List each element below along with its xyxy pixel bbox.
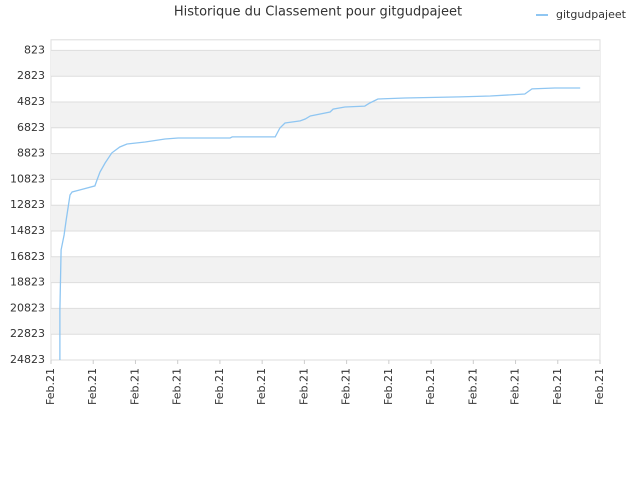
x-tick-label: Feb.21 — [551, 368, 564, 405]
y-tick-label: 6823 — [17, 121, 45, 134]
y-tick-label: 2823 — [17, 69, 45, 82]
y-tick-label: 24823 — [10, 353, 45, 366]
legend-label: gitgudpajeet — [556, 8, 627, 21]
y-tick-label: 20823 — [10, 301, 45, 314]
y-tick-label: 16823 — [10, 250, 45, 263]
data-line — [59, 87, 581, 360]
grid-band — [51, 153, 600, 180]
x-tick-label: Feb.21 — [509, 368, 522, 405]
x-tick-label: Feb.21 — [213, 368, 226, 405]
plot-background — [50, 39, 601, 361]
x-tick-label: Feb.21 — [128, 368, 141, 405]
x-tick-label: Feb.21 — [466, 368, 479, 405]
grid-band — [51, 256, 600, 283]
x-tick-label: Feb.21 — [340, 368, 353, 405]
y-tick-label: 4823 — [17, 95, 45, 108]
x-tick-label: Feb.21 — [593, 368, 606, 405]
y-tick-label: 22823 — [10, 327, 45, 340]
x-tick-label: Feb.21 — [424, 368, 437, 405]
x-tick-label: Feb.21 — [255, 368, 268, 405]
x-tick-label: Feb.21 — [171, 368, 184, 405]
grid-band — [51, 205, 600, 232]
x-tick-label: Feb.21 — [382, 368, 395, 405]
y-tick-label: 8823 — [17, 147, 45, 160]
grid-band — [51, 102, 600, 128]
x-tick-label: Feb.21 — [86, 368, 99, 405]
y-tick-label: 14823 — [10, 224, 45, 237]
grid-band — [51, 50, 600, 77]
y-tick-label: 10823 — [10, 172, 45, 185]
x-tick-label: Feb.21 — [297, 368, 310, 405]
y-tick-label: 823 — [24, 43, 45, 56]
y-tick-label: 18823 — [10, 276, 45, 289]
x-tick-label: Feb.21 — [44, 368, 57, 405]
grid-band — [51, 308, 600, 335]
y-tick-label: 12823 — [10, 198, 45, 211]
chart-title: Historique du Classement pour gitgudpaje… — [174, 5, 462, 20]
